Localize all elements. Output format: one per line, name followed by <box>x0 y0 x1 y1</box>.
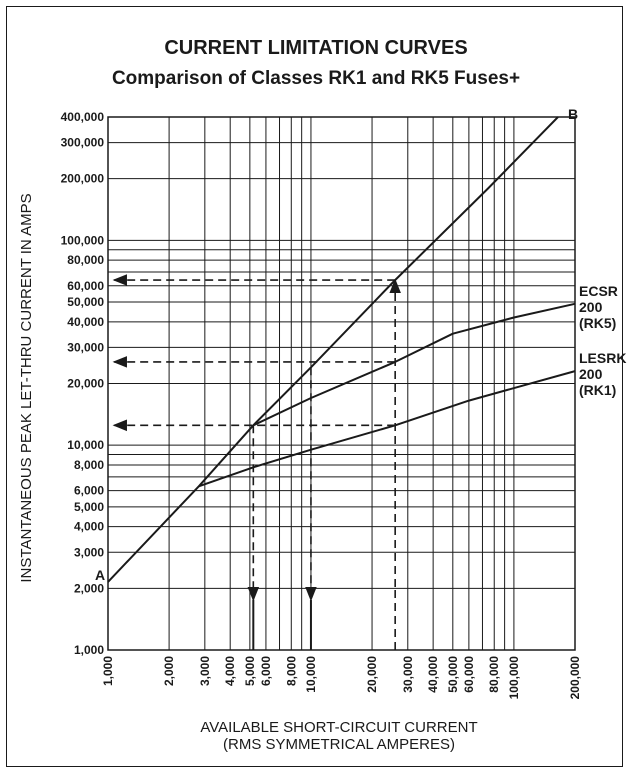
series-line-a-b <box>107 116 559 583</box>
y-tick-label: 20,000 <box>67 377 104 391</box>
x-tick-label: 30,000 <box>401 656 415 693</box>
y-tick-label: 300,000 <box>61 136 105 150</box>
curve-label-lesrk-200-rk1: LESRK <box>579 350 626 366</box>
y-tick-label: 6,000 <box>74 484 104 498</box>
y-tick-label: 100,000 <box>61 233 105 247</box>
x-tick-label: 10,000 <box>304 656 318 693</box>
y-tick-label: 8,000 <box>74 458 104 472</box>
x-tick-label: 8,000 <box>284 656 298 686</box>
x-tick-label: 50,000 <box>446 656 460 693</box>
y-tick-label: 200,000 <box>61 172 105 186</box>
curve-label-lesrk-200-rk1: (RK1) <box>579 382 616 398</box>
y-tick-label: 3,000 <box>74 545 104 559</box>
y-tick-label: 60,000 <box>67 279 104 293</box>
point-label-a: A <box>95 567 105 583</box>
series-line-ecsr-200-rk5 <box>252 302 576 427</box>
x-tick-label: 40,000 <box>426 656 440 693</box>
x-tick-label: 100,000 <box>507 656 521 700</box>
series <box>107 116 576 583</box>
chart-title: CURRENT LIMITATION CURVES <box>164 37 467 59</box>
y-tick-label: 5,000 <box>74 500 104 514</box>
y-tick-label: 30,000 <box>67 340 104 354</box>
x-tick-label: 20,000 <box>365 656 379 693</box>
x-tick-label: 2,000 <box>162 656 176 686</box>
x-axis-title-line1: AVAILABLE SHORT-CIRCUIT CURRENT <box>200 719 477 736</box>
x-tick-label: 200,000 <box>568 656 582 700</box>
x-tick-label: 1,000 <box>101 656 115 686</box>
y-tick-label: 4,000 <box>74 520 104 534</box>
y-tick-label: 80,000 <box>67 253 104 267</box>
x-tick-label: 60,000 <box>462 656 476 693</box>
y-tick-label: 400,000 <box>61 110 105 124</box>
series-line-lesrk-200-rk1 <box>198 370 576 488</box>
x-tick-label: 80,000 <box>487 656 501 693</box>
y-tick-label: 40,000 <box>67 315 104 329</box>
chart-subtitle: Comparison of Classes RK1 and RK5 Fuses+ <box>112 68 520 89</box>
guide-lines <box>112 274 401 650</box>
grid <box>107 116 576 651</box>
x-tick-label: 3,000 <box>198 656 212 686</box>
y-tick-label: 2,000 <box>74 581 104 595</box>
x-tick-label: 4,000 <box>223 656 237 686</box>
y-tick-label: 10,000 <box>67 438 104 452</box>
x-tick-label: 5,000 <box>243 656 257 686</box>
x-tick-label: 6,000 <box>259 656 273 686</box>
tick-labels: 1,0002,0003,0004,0005,0006,0008,00010,00… <box>61 110 582 699</box>
curve-label-ecsr-200-rk5: (RK5) <box>579 315 616 331</box>
curve-label-lesrk-200-rk1: 200 <box>579 366 603 382</box>
curve-label-ecsr-200-rk5: ECSR <box>579 283 618 299</box>
y-tick-label: 50,000 <box>67 295 104 309</box>
x-axis-title-line2: (RMS SYMMETRICAL AMPERES) <box>223 736 455 753</box>
y-tick-label: 1,000 <box>74 643 104 657</box>
plot-border <box>107 116 576 651</box>
point-label-b: B <box>568 106 578 122</box>
y-axis-title: INSTANTANEOUS PEAK LET-THRU CURRENT IN A… <box>18 193 35 582</box>
curve-label-ecsr-200-rk5: 200 <box>579 299 603 315</box>
